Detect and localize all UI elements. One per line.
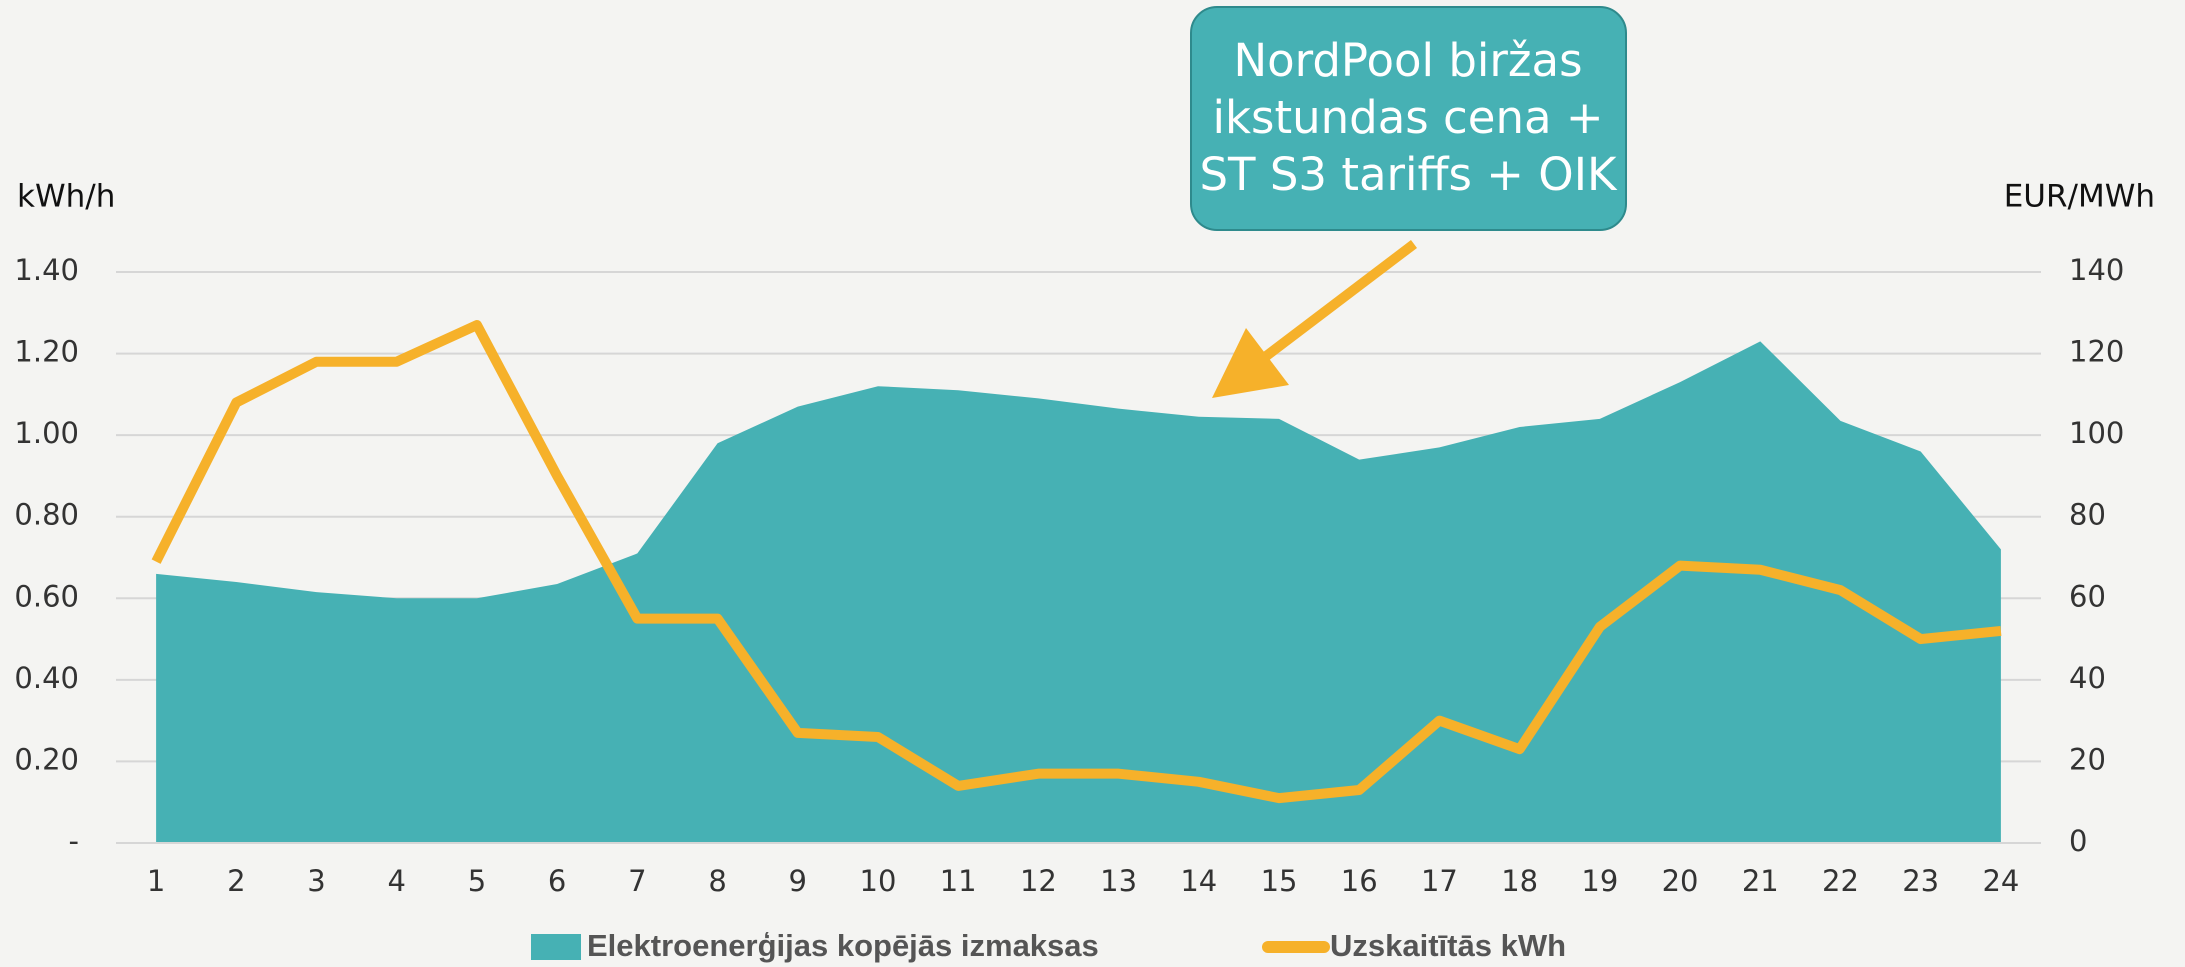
annotation-box [1190, 6, 1627, 231]
y-tick-label: 1.20 [14, 335, 79, 369]
x-tick-label: 13 [1100, 864, 1137, 898]
annotation-text: NordPool biržas [1233, 34, 1582, 87]
y-axis-label: kWh/h [17, 179, 115, 215]
x-tick-label: 11 [940, 864, 977, 898]
x-tick-label: 21 [1742, 864, 1779, 898]
x-tick-label: 3 [307, 864, 325, 898]
x-tick-label: 14 [1180, 864, 1217, 898]
y-tick-label: 0.40 [14, 661, 79, 695]
y2-tick-label: 60 [2069, 579, 2106, 613]
annotation-text: ST S3 tariffs + OIK [1199, 148, 1618, 201]
x-tick-label: 2 [227, 864, 245, 898]
y-tick-label: - [69, 824, 79, 858]
annotation-text: ikstundas cena + [1212, 91, 1603, 144]
x-tick-label: 6 [548, 864, 566, 898]
y-tick-label: 1.40 [14, 253, 79, 287]
arrow-head [1212, 328, 1289, 398]
x-tick-label: 22 [1822, 864, 1859, 898]
line [151, 320, 2002, 804]
x-tick-label: 24 [1982, 864, 2019, 898]
x-tick-label: 19 [1581, 864, 1618, 898]
arrow-shaft [1261, 240, 1418, 361]
area [156, 341, 2001, 843]
x-tick-label: 12 [1020, 864, 1057, 898]
y2-tick-label: 80 [2069, 498, 2106, 532]
legend-label: Elektroenerģijas kopējās izmaksas [587, 928, 1099, 963]
y-tick-label: 0.20 [14, 742, 79, 776]
y-tick-label: 0.80 [14, 498, 79, 532]
x-tick-label: 18 [1501, 864, 1538, 898]
y2-tick-label: 40 [2069, 661, 2106, 695]
x-tick-label: 5 [468, 864, 486, 898]
y-tick-label: 0.60 [14, 579, 79, 613]
y2-axis-label: EUR/MWh [2004, 179, 2155, 215]
x-tick-label: 8 [708, 864, 726, 898]
x-tick-label: 17 [1421, 864, 1458, 898]
legend-swatch [531, 934, 581, 960]
y2-tick-label: 20 [2069, 742, 2106, 776]
x-tick-label: 1 [147, 864, 165, 898]
y-tick-label: 1.00 [14, 416, 79, 450]
x-tick-label: 23 [1902, 864, 1939, 898]
x-tick-label: 7 [628, 864, 646, 898]
x-tick-label: 9 [789, 864, 807, 898]
x-tick-label: 20 [1662, 864, 1699, 898]
x-tick-label: 16 [1341, 864, 1378, 898]
y2-tick-label: 0 [2069, 824, 2087, 858]
x-tick-label: 10 [860, 864, 897, 898]
x-tick-label: 4 [388, 864, 406, 898]
y2-tick-label: 100 [2069, 416, 2124, 450]
x-tick-label: 15 [1261, 864, 1298, 898]
y2-tick-label: 120 [2069, 335, 2124, 369]
y2-tick-label: 140 [2069, 253, 2124, 287]
legend-label: Uzskaitītās kWh [1330, 928, 1566, 963]
